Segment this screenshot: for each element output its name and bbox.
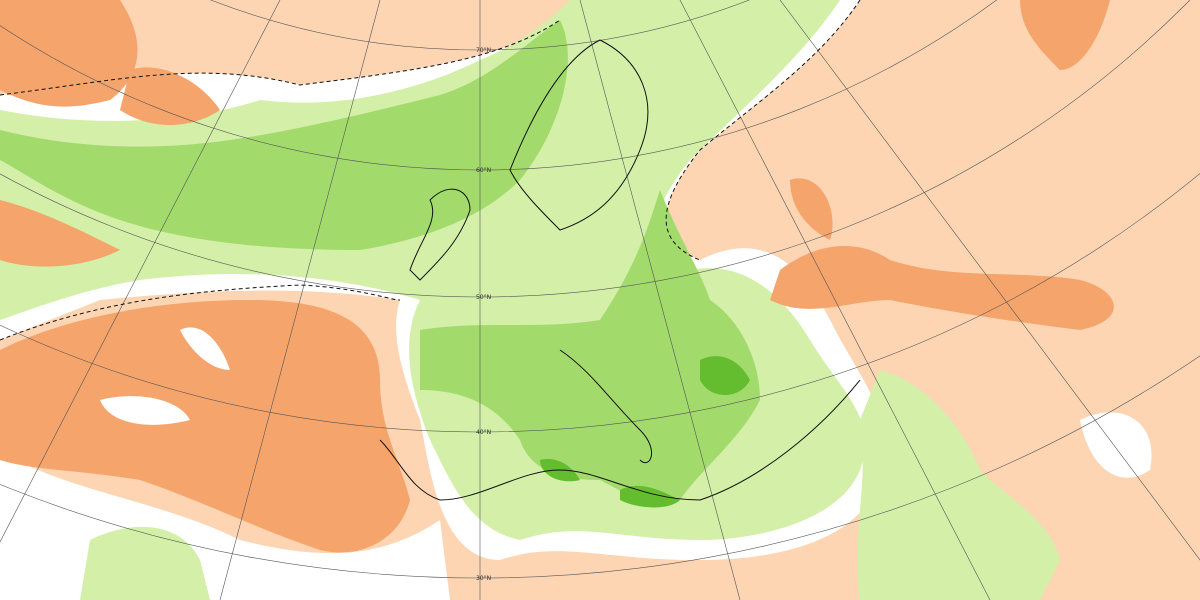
coastline: [559, 349, 653, 464]
meridian: [579, 0, 741, 600]
meridian: [679, 0, 991, 600]
latitude-labels: 70°N 60°N 50°N 40°N 30°N: [476, 47, 491, 582]
light-green-area: [80, 526, 210, 600]
orange-area: [0, 300, 410, 553]
contour: [665, 0, 861, 261]
orange-area: [0, 0, 220, 125]
contours: [0, 0, 861, 341]
green-area: [0, 20, 568, 250]
coastline: [409, 188, 471, 281]
white-area: [100, 327, 1152, 478]
meridian: [0, 0, 281, 543]
contour: [0, 19, 561, 96]
dark-green-area: [540, 356, 750, 508]
latitude-label: 50°N: [476, 294, 491, 301]
latitude-label: 30°N: [476, 575, 491, 582]
contour: [0, 284, 401, 341]
coastline: [509, 39, 649, 231]
coastlines: [379, 39, 861, 501]
latitude-label: 70°N: [476, 47, 491, 54]
latitude-label: 40°N: [476, 429, 491, 436]
orange-area: [770, 178, 1114, 330]
green-area: [420, 190, 760, 503]
meridian: [219, 0, 381, 600]
meridian: [779, 0, 1200, 561]
coastline: [379, 379, 861, 501]
field-shading: [0, 0, 1152, 600]
latitude-label: 60°N: [476, 167, 491, 174]
